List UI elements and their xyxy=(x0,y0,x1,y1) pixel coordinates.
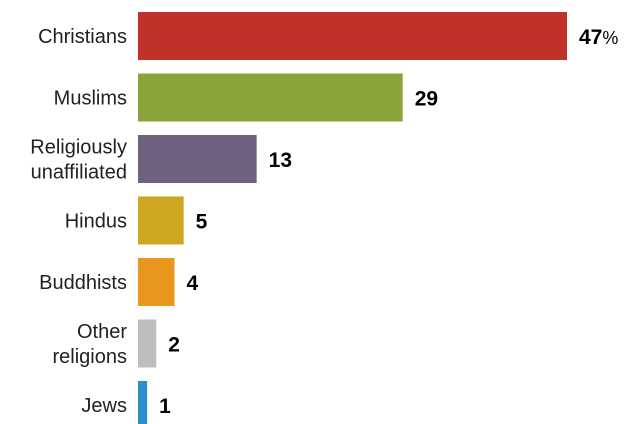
bar-2 xyxy=(138,135,257,183)
bar-5 xyxy=(138,319,157,368)
category-label-2: Religiously unaffiliated xyxy=(30,137,127,184)
bar-4 xyxy=(138,258,175,306)
category-label-3: Hindus xyxy=(65,211,127,233)
category-label-1: Muslims xyxy=(54,88,127,110)
bar-3 xyxy=(138,196,184,245)
value-label-5: 2 xyxy=(168,334,180,357)
value-label-4: 4 xyxy=(187,272,199,295)
value-label-3: 5 xyxy=(196,211,208,234)
value-label-2: 13 xyxy=(269,149,292,172)
value-label-1: 29 xyxy=(415,88,438,111)
bar-1 xyxy=(138,73,403,122)
category-label-5: Other religions xyxy=(53,321,128,368)
category-label-0: Christians xyxy=(38,26,127,48)
category-label-4: Buddhists xyxy=(39,272,127,294)
category-label-6: Jews xyxy=(81,395,127,417)
value-label-6: 1 xyxy=(159,395,171,418)
value-label-0: 47% xyxy=(579,26,618,49)
bar-0 xyxy=(138,12,567,60)
bar-6 xyxy=(138,381,148,424)
